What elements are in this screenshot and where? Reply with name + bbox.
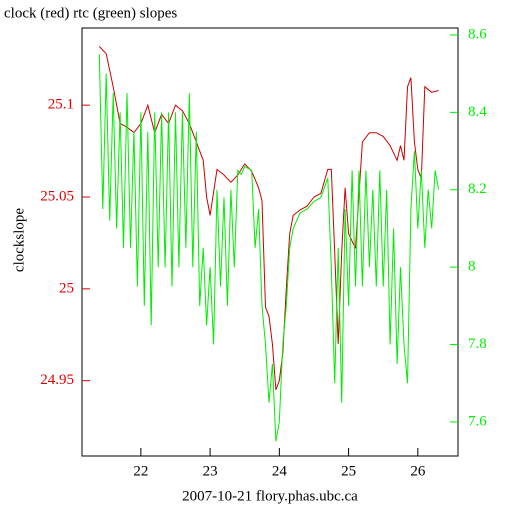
y-axis-label: clockslope xyxy=(11,208,27,272)
x-tick-label: 23 xyxy=(203,463,218,479)
y-tick-label: 24.95 xyxy=(40,372,74,388)
y-tick-label: 25.05 xyxy=(40,188,74,204)
y2-tick-label: 8.6 xyxy=(468,26,487,42)
y2-tick-label: 8.4 xyxy=(468,104,487,120)
y2-tick-label: 7.6 xyxy=(468,413,487,429)
x-tick-label: 26 xyxy=(410,463,426,479)
chart-title: clock (red) rtc (green) slopes xyxy=(4,5,177,21)
y2-tick-label: 8 xyxy=(468,259,476,275)
plot-frame xyxy=(81,27,459,457)
x-axis-label: 2007-10-21 flory.phas.ubc.ca xyxy=(182,488,358,504)
y-tick-label: 25 xyxy=(59,280,74,296)
x-tick-label: 24 xyxy=(272,463,288,479)
y2-tick-label: 8.2 xyxy=(468,181,487,197)
y-tick-label: 25.1 xyxy=(48,97,74,113)
x-tick-label: 22 xyxy=(133,463,148,479)
data-line xyxy=(98,54,440,442)
x-tick-label: 25 xyxy=(341,463,356,479)
y2-tick-label: 7.8 xyxy=(468,336,487,352)
